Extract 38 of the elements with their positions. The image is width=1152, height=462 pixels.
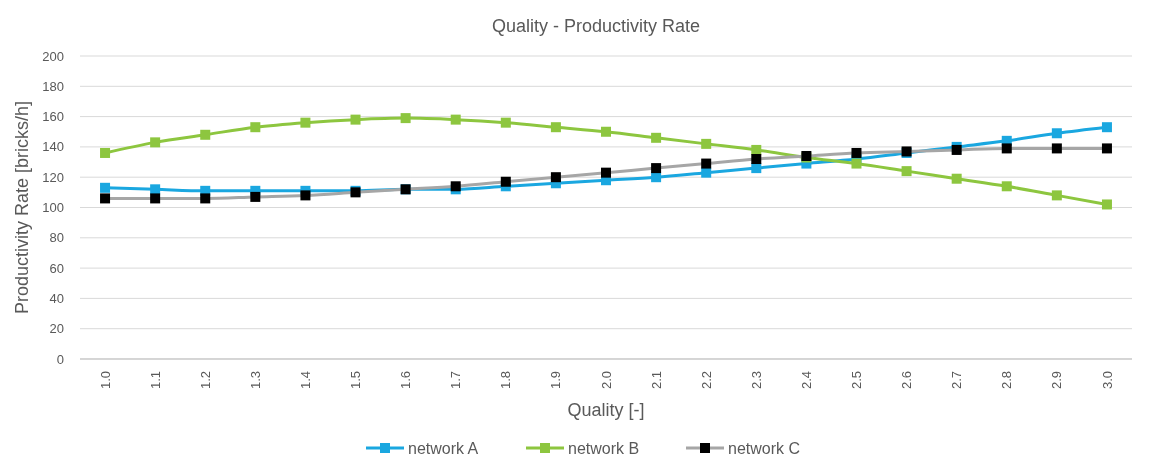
x-tick-label: 3.0 [1099, 371, 1115, 390]
x-tick-label: 1.3 [247, 371, 263, 390]
x-tick-label: 1.9 [548, 371, 564, 390]
x-tick-label: 1.6 [398, 371, 414, 390]
x-axis-title: Quality [-] [567, 400, 645, 420]
legend-label: network C [728, 439, 801, 457]
x-tick-label: 1.1 [147, 371, 163, 390]
y-tick-label: 20 [49, 321, 64, 337]
x-tick-label: 2.0 [598, 371, 614, 390]
y-tick-label: 60 [49, 260, 64, 276]
legend-label: network A [408, 439, 479, 457]
x-tick-label: 1.5 [348, 371, 364, 390]
x-tick-label: 2.2 [698, 371, 714, 390]
x-tick-label: 1.0 [97, 371, 113, 390]
x-tick-label: 2.1 [648, 371, 664, 390]
x-tick-label: 1.4 [297, 371, 313, 390]
y-tick-label: 80 [49, 230, 64, 246]
x-tick-label: 2.5 [849, 371, 865, 390]
y-tick-label: 100 [42, 200, 64, 216]
y-tick-label: 120 [42, 169, 64, 185]
y-tick-label: 40 [49, 290, 64, 306]
legend-label: network B [568, 439, 640, 457]
x-tick-label: 2.4 [798, 371, 814, 390]
y-axis-title: Productivity Rate [bricks/h] [12, 100, 32, 315]
chart-title: Quality - Productivity Rate [491, 16, 701, 36]
y-tick-label: 160 [42, 109, 64, 125]
x-tick-label: 1.8 [498, 371, 514, 390]
y-tick-label: 200 [42, 48, 64, 64]
x-tick-label: 2.7 [949, 371, 965, 390]
y-tick-label: 0 [56, 351, 64, 367]
x-tick-label: 1.2 [197, 371, 213, 390]
y-tick-label: 140 [42, 139, 64, 155]
x-tick-label: 1.7 [448, 371, 464, 390]
x-tick-label: 2.9 [1049, 371, 1065, 390]
x-tick-label: 2.3 [748, 371, 764, 390]
x-tick-label: 2.6 [899, 371, 915, 390]
y-tick-label: 180 [42, 78, 64, 94]
x-tick-label: 2.8 [999, 371, 1015, 390]
